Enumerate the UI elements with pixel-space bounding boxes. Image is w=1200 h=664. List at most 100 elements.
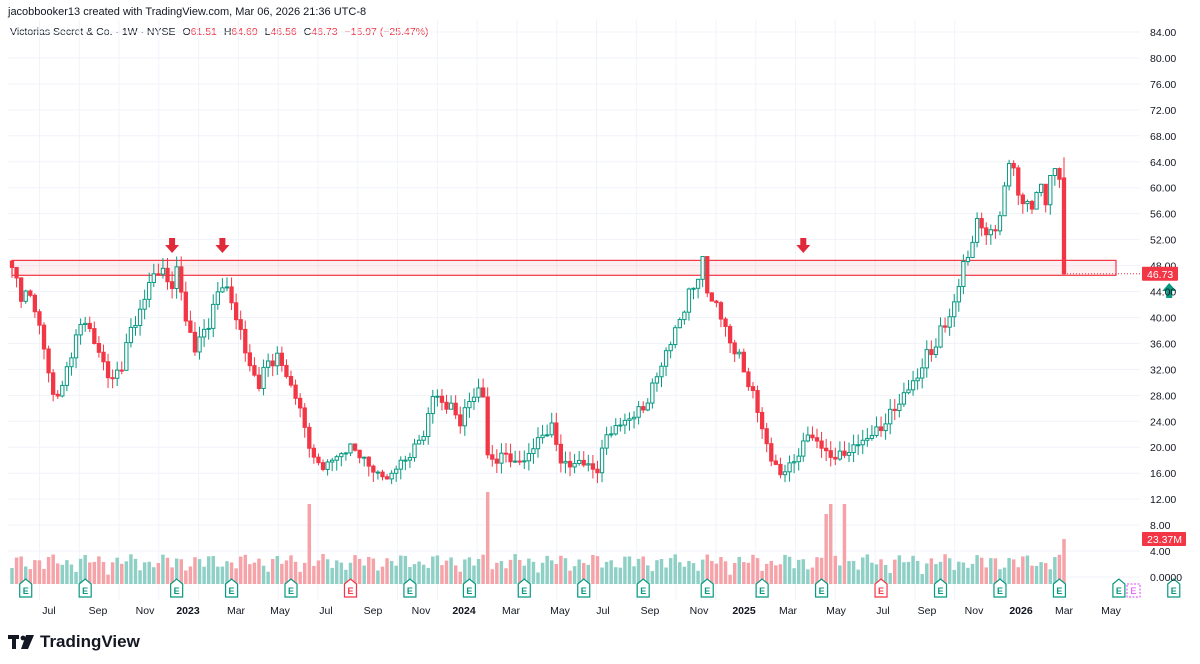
volume-bar [56, 563, 60, 584]
volume-bar [874, 564, 879, 584]
volume-bar [37, 560, 42, 584]
volume-bar [687, 560, 691, 584]
earnings-marker-icon[interactable]: E [874, 578, 888, 598]
candle-body [494, 458, 499, 464]
earnings-marker-icon[interactable]: E [517, 578, 531, 598]
candle-body [590, 463, 596, 470]
candle-body [563, 460, 568, 464]
candle-body [746, 371, 751, 388]
volume-bar [1007, 557, 1011, 584]
candle-body [60, 384, 65, 397]
volume-bar [911, 555, 915, 584]
candle-body [247, 352, 252, 367]
volume-bar [966, 567, 970, 584]
candle-body [366, 456, 371, 467]
candle-body [96, 343, 102, 353]
earnings-marker-icon[interactable]: E [284, 578, 298, 598]
volume-bar [691, 563, 696, 584]
earnings-marker-icon[interactable]: E [170, 578, 184, 598]
earnings-marker-icon[interactable]: E [462, 578, 476, 598]
candle-body [915, 377, 920, 382]
arrow-down-icon[interactable] [796, 238, 811, 253]
earnings-marker-icon[interactable]: E [1167, 578, 1181, 598]
candle-body [942, 325, 948, 328]
y-axis[interactable]: 84.00 80.00 76.00 72.00 68.00 64.00 60.00 56.00… [1150, 27, 1182, 584]
candle-body [394, 468, 399, 474]
candle-body [984, 227, 989, 236]
volume-bar [783, 554, 787, 584]
candle-body [668, 344, 673, 352]
earnings-marker-icon[interactable]: E [343, 578, 358, 598]
volume-bar [280, 563, 284, 584]
future-earnings-marker-icon[interactable]: E [1126, 583, 1141, 598]
earnings-marker-icon[interactable]: E [700, 578, 714, 598]
candle-body [956, 285, 961, 303]
volume-bar [449, 557, 453, 584]
volume-bar [577, 559, 581, 584]
volume-bar [943, 554, 947, 584]
x-tick-label: 2024 [452, 605, 476, 617]
volume-bar [362, 565, 366, 584]
candle-body [865, 437, 870, 441]
x-tick-label: Mar [1055, 605, 1074, 617]
volume-bar [947, 558, 952, 584]
arrow-down-icon[interactable] [215, 238, 230, 253]
earnings-marker-icon[interactable]: E [403, 578, 417, 598]
volume-bar [170, 567, 174, 584]
arrow-up-icon[interactable] [1162, 283, 1177, 298]
volume-bar [83, 555, 87, 584]
earnings-marker-icon[interactable]: E [1052, 578, 1067, 598]
earnings-marker-label: E [1171, 586, 1177, 596]
candle-body [229, 286, 234, 304]
candle-body [718, 302, 724, 320]
candle-body [307, 426, 312, 449]
volume-bar [920, 574, 924, 584]
volume-bar [147, 561, 151, 584]
earnings-marker-icon[interactable]: E [993, 578, 1007, 598]
earnings-marker-icon[interactable]: E [755, 578, 769, 598]
arrow-down-icon[interactable] [165, 238, 180, 253]
candle-body [764, 428, 769, 445]
candle-body [275, 352, 280, 367]
earnings-marker-icon[interactable]: E [1112, 578, 1126, 598]
earnings-marker-label: E [288, 586, 294, 596]
candle-body [613, 425, 618, 435]
tradingview-logo[interactable]: TradingView [8, 632, 140, 652]
candle-body [435, 395, 440, 398]
volume-bar [14, 557, 19, 584]
earnings-marker-icon[interactable]: E [933, 578, 948, 598]
volume-bar [650, 571, 655, 584]
earnings-marker-icon[interactable]: E [19, 578, 33, 598]
volume-bar [188, 566, 193, 584]
candle-body [522, 460, 527, 463]
earnings-marker-label: E [640, 586, 646, 596]
x-tick-label: May [270, 605, 291, 617]
x-tick-label: Mar [502, 605, 521, 617]
volume-bar [806, 569, 810, 584]
earnings-marker-icon[interactable]: E [636, 578, 650, 598]
candle-body [801, 440, 806, 457]
volume-bar [1034, 565, 1039, 584]
y-tick-label: 40.00 [1150, 312, 1176, 324]
earnings-marker-icon[interactable]: E [577, 578, 591, 598]
volume-bar [156, 562, 161, 584]
volume-bar [248, 564, 252, 584]
volume-bar [861, 557, 865, 584]
earnings-marker-icon[interactable]: E [814, 578, 829, 598]
volume-bar [51, 554, 55, 584]
volume-bar [197, 559, 202, 584]
volume-bar [1057, 554, 1062, 584]
volume-bar [211, 556, 215, 584]
candle-body [1057, 168, 1062, 180]
x-axis[interactable]: Jul Sep Nov 2023 Mar May Jul Sep Nov 2024 Mar May Ju… [42, 605, 1121, 617]
y-tick-label: 72.00 [1150, 105, 1176, 117]
volume-bar [710, 560, 714, 584]
y-tick-label: 60.00 [1150, 183, 1176, 195]
earnings-marker-icon[interactable]: E [78, 578, 92, 598]
candle-body [73, 334, 79, 359]
earnings-marker-icon[interactable]: E [224, 578, 239, 598]
arrow-shape [215, 238, 230, 253]
candle-body [970, 241, 975, 258]
candle-body [856, 444, 861, 447]
